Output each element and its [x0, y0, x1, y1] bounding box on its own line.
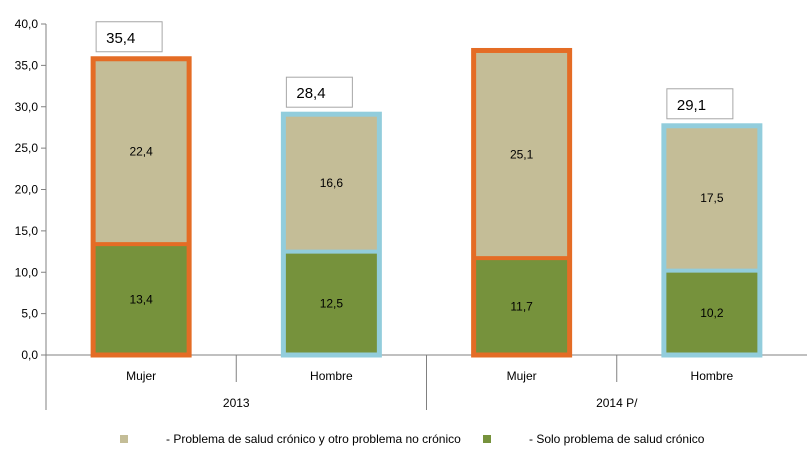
y-tick-label: 20,0	[15, 183, 39, 197]
segment-label-bottom: 11,7	[510, 300, 533, 314]
bar-segment-cronico-y-otro	[283, 114, 380, 252]
y-tick-label: 30,0	[15, 100, 39, 114]
legend-swatch	[483, 435, 491, 443]
segment-label-bottom: 12,5	[320, 296, 344, 310]
bar-outline	[90, 56, 192, 358]
bar-segment-solo-cronico	[473, 258, 570, 355]
x-category-label: Mujer	[507, 369, 537, 383]
x-group-label: 2014 P/	[596, 396, 638, 410]
segment-label-top: 25,1	[510, 147, 534, 161]
legend-label: - Solo problema de salud crónico	[529, 432, 705, 446]
bars: 13,4 22,4 35,4 12,5 16,6 28,4 11,7 25,1 10,2 17,5…	[90, 21, 763, 358]
bar-outline	[471, 47, 573, 358]
bar-segment-cronico-y-otro	[473, 50, 570, 259]
bar-outline	[280, 111, 382, 358]
segment-label-bottom: 13,4	[129, 293, 153, 307]
total-label-box	[285, 76, 353, 108]
total-label-box	[666, 88, 734, 120]
total-label-box	[95, 21, 163, 53]
total-label: 28,4	[296, 85, 325, 102]
total-label: 35,4	[106, 30, 135, 47]
y-tick-label: 10,0	[15, 265, 39, 279]
x-category-label: Hombre	[310, 369, 353, 383]
y-tick-label: 15,0	[15, 224, 39, 238]
y-tick-label: 25,0	[15, 141, 39, 155]
bar-2: 12,5 16,6 28,4	[280, 76, 382, 358]
x-axis-labels: Mujer Hombre Mujer Hombre 2013 2014 P/	[126, 369, 733, 410]
bar-4: 10,2 17,5 29,1	[661, 88, 763, 358]
y-tick-label: 35,0	[15, 58, 39, 72]
x-group-label: 2013	[223, 396, 250, 410]
bar-segment-cronico-y-otro	[93, 58, 190, 245]
legend-swatch	[120, 435, 128, 443]
segment-label-top: 22,4	[129, 144, 153, 158]
y-tick-label: 5,0	[21, 307, 38, 321]
bar-outline	[661, 123, 763, 358]
segment-label-bottom: 10,2	[700, 306, 724, 320]
y-axis-ticks: 0,0 5,0 10,0 15,0 20,0 25,0 30,0 35,0 40,0	[15, 17, 46, 362]
legend-label: - Problema de salud crónico y otro probl…	[166, 432, 461, 446]
bar-segment-cronico-y-otro	[663, 125, 760, 271]
legend: - Problema de salud crónico y otro probl…	[120, 432, 705, 446]
total-label: 29,1	[677, 97, 706, 114]
y-tick-label: 0,0	[21, 348, 38, 362]
bar-1: 13,4 22,4 35,4	[90, 21, 192, 358]
segment-label-top: 17,5	[700, 191, 724, 205]
x-category-label: Hombre	[691, 369, 734, 383]
bar-segment-solo-cronico	[93, 244, 190, 355]
bar-segment-solo-cronico	[663, 270, 760, 355]
segment-label-top: 16,6	[320, 176, 344, 190]
x-category-label: Mujer	[126, 369, 156, 383]
bar-3: 11,7 25,1	[471, 47, 573, 358]
y-tick-label: 40,0	[15, 17, 39, 31]
bar-segment-solo-cronico	[283, 251, 380, 355]
